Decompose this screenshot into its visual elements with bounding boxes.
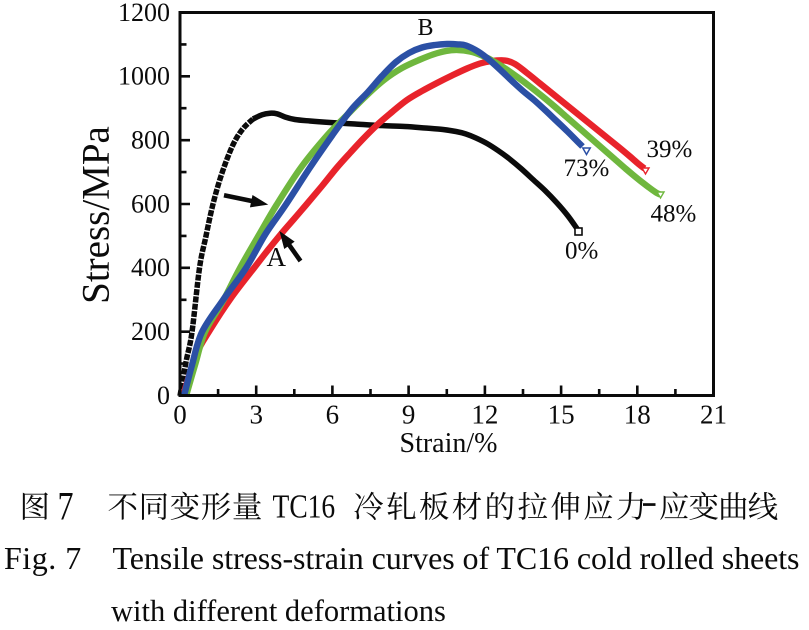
svg-text:48%: 48% xyxy=(651,201,697,228)
svg-text:Stress/MPa: Stress/MPa xyxy=(75,126,118,304)
svg-text:18: 18 xyxy=(624,400,651,430)
svg-text:400: 400 xyxy=(131,253,170,282)
svg-text:7: 7 xyxy=(58,484,74,528)
svg-text:TC16: TC16 xyxy=(273,487,336,525)
svg-text:Strain/%: Strain/% xyxy=(400,428,498,459)
svg-text:6: 6 xyxy=(326,400,340,430)
svg-text:73%: 73% xyxy=(564,155,610,182)
svg-text:0: 0 xyxy=(173,400,187,430)
svg-text:12: 12 xyxy=(471,400,498,430)
svg-text:21: 21 xyxy=(700,400,727,430)
svg-text:1200: 1200 xyxy=(118,0,170,27)
svg-text:0: 0 xyxy=(157,381,170,410)
svg-text:15: 15 xyxy=(548,400,575,430)
svg-text:B: B xyxy=(417,15,433,41)
svg-text:800: 800 xyxy=(131,126,170,155)
svg-text:with different deformations: with different deformations xyxy=(111,594,446,628)
svg-text:A: A xyxy=(267,242,287,272)
svg-text:Tensile stress-strain curves o: Tensile stress-strain curves of TC16 col… xyxy=(113,540,800,576)
svg-text:9: 9 xyxy=(402,400,416,430)
svg-text:Fig. 7: Fig. 7 xyxy=(4,540,82,576)
svg-text:3: 3 xyxy=(249,400,263,430)
svg-text:200: 200 xyxy=(131,317,170,346)
svg-text:39%: 39% xyxy=(647,136,693,163)
svg-text:600: 600 xyxy=(131,189,170,218)
svg-text:0%: 0% xyxy=(565,238,598,265)
svg-text:1000: 1000 xyxy=(118,62,170,91)
